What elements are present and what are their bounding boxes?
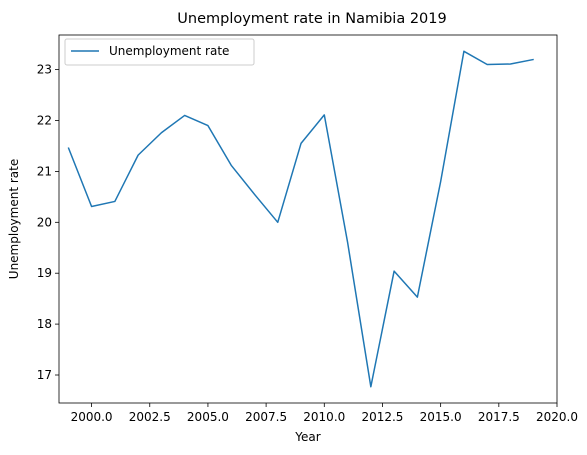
x-tick-label: 2012.5 bbox=[361, 410, 403, 424]
x-tick-label: 2020.0 bbox=[536, 410, 578, 424]
plot-area bbox=[58, 34, 558, 404]
y-tick-label: 21 bbox=[37, 164, 52, 178]
y-tick-label: 19 bbox=[37, 266, 52, 280]
y-tick-label: 18 bbox=[37, 317, 52, 331]
series-layer bbox=[67, 50, 534, 388]
y-tick-label: 22 bbox=[37, 114, 52, 128]
x-tick-label: 2005.0 bbox=[187, 410, 229, 424]
y-tick-label: 20 bbox=[37, 215, 52, 229]
x-axis-title: Year bbox=[294, 430, 320, 444]
x-tick-label: 2007.5 bbox=[245, 410, 287, 424]
x-tick-label: 2015.0 bbox=[420, 410, 462, 424]
x-tick-label: 2000.0 bbox=[71, 410, 113, 424]
y-tick-label: 23 bbox=[37, 63, 52, 77]
x-tick-label: 2010.0 bbox=[303, 410, 345, 424]
chart-title: Unemployment rate in Namibia 2019 bbox=[177, 11, 446, 27]
x-tick-label: 2017.5 bbox=[478, 410, 520, 424]
series-line-unemployment-rate bbox=[67, 50, 534, 388]
y-axis-ticks: 17 18 19 20 21 22 23 bbox=[37, 63, 59, 382]
y-axis-title: Unemployment rate bbox=[7, 159, 21, 279]
x-axis-ticks: 2000.0 2002.5 2005.0 2007.5 2010.0 2012.5 2015… bbox=[71, 403, 578, 424]
x-tick-label: 2002.5 bbox=[129, 410, 171, 424]
y-tick-label: 17 bbox=[37, 368, 52, 382]
legend-box bbox=[64, 38, 255, 66]
legend: Unemployment rate bbox=[64, 38, 255, 66]
axes-frame bbox=[58, 34, 558, 404]
legend-label: Unemployment rate bbox=[109, 44, 229, 58]
